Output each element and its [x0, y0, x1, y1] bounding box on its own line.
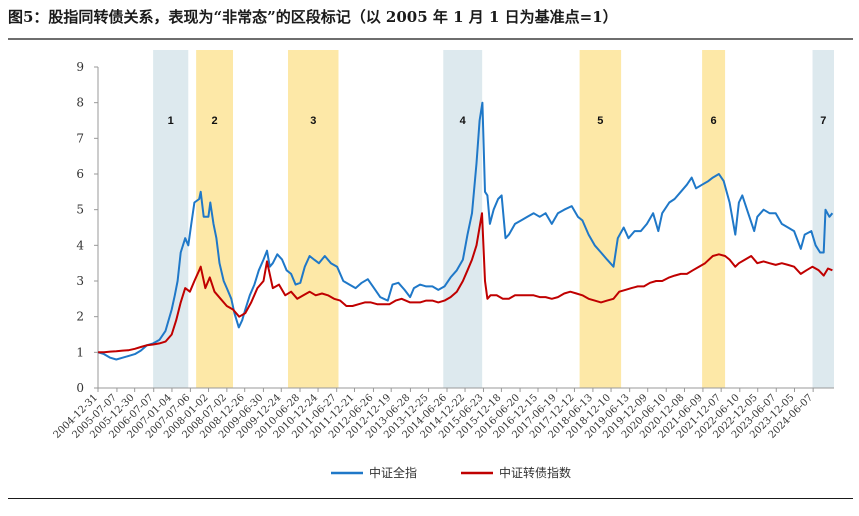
band-label-3: 3 [310, 115, 316, 127]
band-4 [443, 50, 483, 388]
band-5 [579, 50, 622, 388]
y-tick-label: 6 [76, 167, 84, 181]
band-label-5: 5 [597, 115, 603, 127]
band-7 [812, 50, 834, 388]
band-layer: 1 2 3 4 5 6 7 [153, 50, 834, 388]
band-label-7: 7 [820, 115, 826, 127]
figure-header: 图5：股指同转债关系，表现为“非常态”的区段标记（以 2005 年 1 月 1 … [8, 0, 853, 40]
bottom-rule [8, 498, 853, 499]
band-label-1: 1 [168, 115, 174, 127]
band-6 [702, 50, 726, 388]
y-tick-label: 4 [76, 238, 84, 252]
band-1 [153, 50, 189, 388]
series-line-cb-index [98, 212, 833, 354]
y-tick-label: 8 [76, 96, 84, 110]
legend-label: 中证全指 [369, 465, 417, 480]
y-tick-label: 2 [76, 310, 84, 324]
y-tick-label: 9 [76, 60, 84, 74]
legend-label: 中证转债指数 [499, 465, 571, 480]
y-tick-label: 0 [76, 381, 84, 395]
series-line-csi-all [97, 101, 834, 361]
legend: 中证全指 中证转债指数 [331, 465, 571, 480]
band-label-2: 2 [212, 115, 218, 127]
y-tick-label: 3 [76, 274, 84, 288]
y-tick-label: 7 [76, 131, 84, 145]
band-label-6: 6 [711, 115, 717, 127]
band-3 [288, 50, 339, 388]
y-tick-label: 1 [76, 345, 84, 359]
series-layer [97, 101, 834, 361]
band-label-4: 4 [460, 115, 467, 127]
chart-title: 图5：股指同转债关系，表现为“非常态”的区段标记（以 2005 年 1 月 1 … [8, 8, 618, 26]
y-tick-label: 5 [76, 203, 84, 217]
band-2 [196, 50, 234, 388]
